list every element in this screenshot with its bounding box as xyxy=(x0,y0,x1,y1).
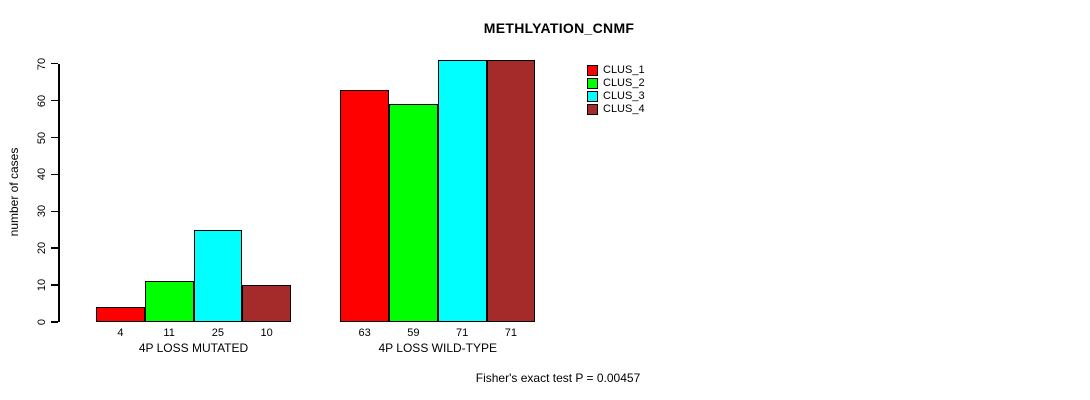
legend-label: CLUS_1 xyxy=(603,64,645,76)
y-tick-label: 60 xyxy=(36,94,48,107)
y-tick xyxy=(51,62,58,65)
y-tick-label: 20 xyxy=(36,242,48,255)
fisher-test-note: Fisher's exact test P = 0.00457 xyxy=(475,371,641,385)
bar-value-label: 71 xyxy=(504,327,517,339)
bar-clus_3-2 xyxy=(437,60,487,322)
y-tick xyxy=(51,284,58,286)
y-tick-label: 50 xyxy=(36,131,48,144)
y-tick-label: 70 xyxy=(36,57,48,70)
y-tick-label: 0 xyxy=(36,318,48,326)
legend-label: CLUS_3 xyxy=(603,90,645,102)
bar-value-label: 59 xyxy=(407,327,420,339)
bar-value-label: 71 xyxy=(456,327,469,339)
y-tick-label: 10 xyxy=(36,278,48,292)
legend-swatch-icon xyxy=(587,65,598,76)
bar-value-label: 63 xyxy=(358,327,371,339)
bar-clus_4-1 xyxy=(242,285,291,322)
bar-clus_3-1 xyxy=(193,229,243,322)
legend: CLUS_1 CLUS_2 CLUS_3 CLUS_4 xyxy=(587,64,645,116)
bar-value-label: 4 xyxy=(117,327,124,339)
y-tick xyxy=(51,321,58,323)
bar-clus_1-2 xyxy=(340,89,389,322)
y-tick xyxy=(51,136,58,139)
y-tick-label: 30 xyxy=(36,205,48,218)
y-axis-label: number of cases xyxy=(7,147,21,237)
legend-item: CLUS_3 xyxy=(587,90,645,103)
y-tick-label: 40 xyxy=(36,168,48,181)
bar-value-label: 25 xyxy=(211,327,224,339)
y-tick xyxy=(51,247,58,249)
legend-swatch-icon xyxy=(587,91,598,102)
y-axis-line xyxy=(58,63,60,322)
legend-swatch-icon xyxy=(587,104,598,115)
legend-label: CLUS_2 xyxy=(603,77,645,89)
legend-item: CLUS_1 xyxy=(587,64,645,77)
y-tick xyxy=(51,99,58,102)
bar-clus_4-2 xyxy=(486,60,536,322)
legend-label: CLUS_4 xyxy=(603,103,645,115)
bar-clus_1-1 xyxy=(96,307,145,322)
x-axis-group-label: 4P LOSS WILD-TYPE xyxy=(378,341,497,355)
bar-clus_2-2 xyxy=(389,104,438,322)
y-tick xyxy=(51,173,58,176)
bar-value-label: 10 xyxy=(260,327,273,339)
legend-item: CLUS_2 xyxy=(587,77,645,90)
legend-swatch-icon xyxy=(587,78,598,89)
bar-clus_2-1 xyxy=(144,281,194,322)
legend-item: CLUS_4 xyxy=(587,103,645,116)
chart-title: METHLYATION_CNMF xyxy=(483,20,635,36)
y-tick xyxy=(51,210,58,213)
bar-value-label: 11 xyxy=(163,327,175,339)
x-axis-group-label: 4P LOSS MUTATED xyxy=(138,341,249,355)
